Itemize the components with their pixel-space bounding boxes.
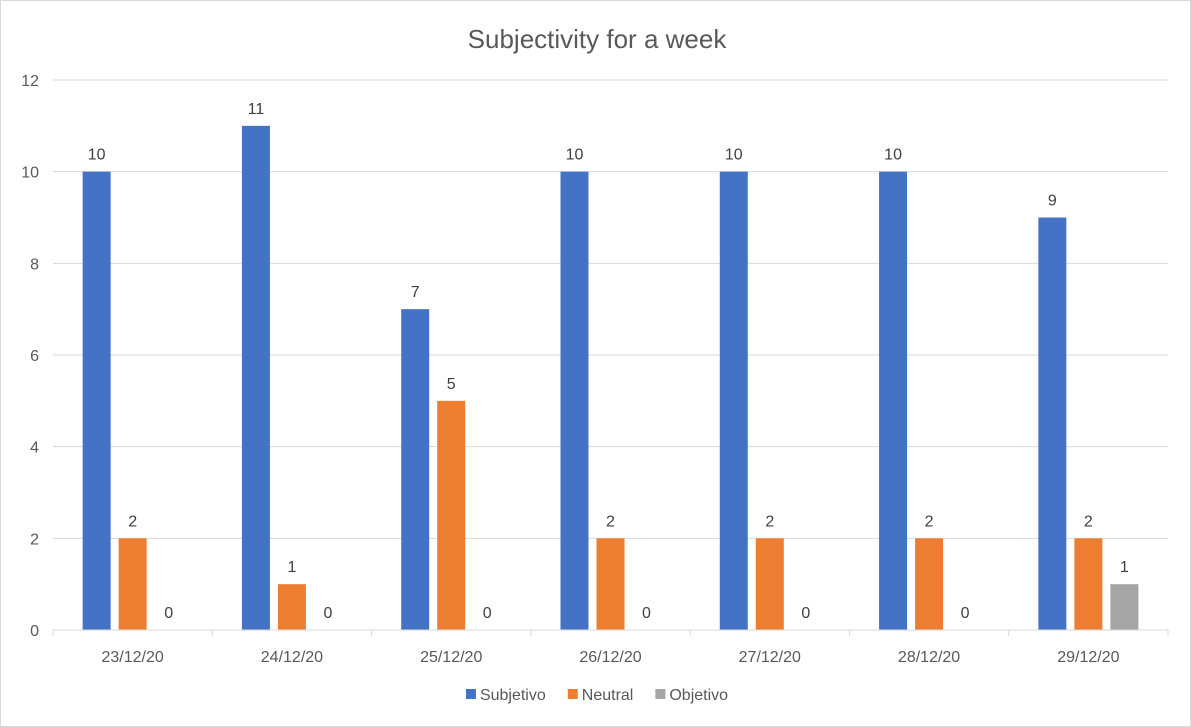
data-label: 2: [925, 513, 934, 530]
bar-subjetivo-4: [719, 171, 748, 630]
y-tick-label: 0: [30, 623, 39, 640]
data-label: 1: [287, 559, 296, 576]
y-tick-label: 4: [30, 440, 39, 457]
legend-label: Neutral: [582, 687, 634, 704]
data-label: 0: [164, 605, 173, 622]
data-label: 2: [765, 513, 774, 530]
gridlines: [53, 79, 1168, 539]
legend-label: Subjetivo: [480, 687, 546, 704]
legend-swatch-neutral: [567, 689, 578, 699]
x-tick-label: 27/12/20: [739, 649, 801, 666]
legend-swatch-objetivo: [655, 689, 666, 699]
data-label: 1: [1120, 559, 1129, 576]
bar-neutral-1: [277, 584, 306, 630]
bar-neutral-0: [118, 538, 147, 630]
x-tick-label: 25/12/20: [420, 649, 482, 666]
x-tick-label: 23/12/20: [102, 649, 164, 666]
data-label: 10: [725, 147, 743, 164]
y-tick-label: 6: [30, 348, 39, 365]
data-label: 0: [642, 605, 651, 622]
y-tick-label: 2: [30, 531, 39, 548]
chart-title: Subjectivity for a week: [468, 24, 728, 54]
data-label: 7: [411, 284, 420, 301]
y-tick-label: 12: [21, 73, 39, 90]
y-tick-label: 10: [21, 165, 39, 182]
legend-swatch-subjetivo: [465, 689, 476, 699]
bar-subjetivo-6: [1038, 217, 1067, 630]
bar-neutral-2: [437, 400, 466, 630]
bar-subjetivo-3: [560, 171, 589, 630]
data-label: 10: [88, 147, 106, 164]
bar-subjetivo-1: [241, 125, 270, 630]
x-tick-label: 29/12/20: [1057, 649, 1119, 666]
data-label: 2: [606, 513, 615, 530]
bar-objetivo-6: [1110, 584, 1139, 630]
y-axis: 0 2 4 6 8 10 12: [21, 73, 39, 640]
data-label: 2: [128, 513, 137, 530]
x-axis: 23/12/20 24/12/20 25/12/20 26/12/20 27/12/20…: [52, 629, 1169, 666]
bar-neutral-6: [1074, 538, 1103, 630]
data-label: 11: [248, 101, 265, 118]
data-label: 2: [1084, 513, 1093, 530]
y-tick-label: 8: [30, 256, 39, 273]
legend: Subjetivo Neutral Objetivo: [465, 687, 728, 704]
x-tick-label: 26/12/20: [579, 649, 641, 666]
data-label: 5: [447, 376, 456, 393]
bar-neutral-5: [915, 538, 944, 630]
bar-subjetivo-5: [879, 171, 908, 630]
x-tick-label: 24/12/20: [261, 649, 323, 666]
data-label: 0: [961, 605, 970, 622]
data-label: 9: [1048, 193, 1057, 210]
legend-label: Objetivo: [669, 687, 728, 704]
bar-neutral-4: [755, 538, 784, 630]
bar-neutral-3: [596, 538, 625, 630]
bars: [82, 125, 1139, 630]
data-label: 10: [566, 147, 584, 164]
bar-subjetivo-0: [82, 171, 111, 630]
data-label: 0: [483, 605, 492, 622]
data-label: 0: [323, 605, 332, 622]
x-tick-label: 28/12/20: [898, 649, 960, 666]
data-label: 0: [801, 605, 810, 622]
data-label: 10: [884, 147, 902, 164]
bar-subjetivo-2: [401, 309, 430, 630]
